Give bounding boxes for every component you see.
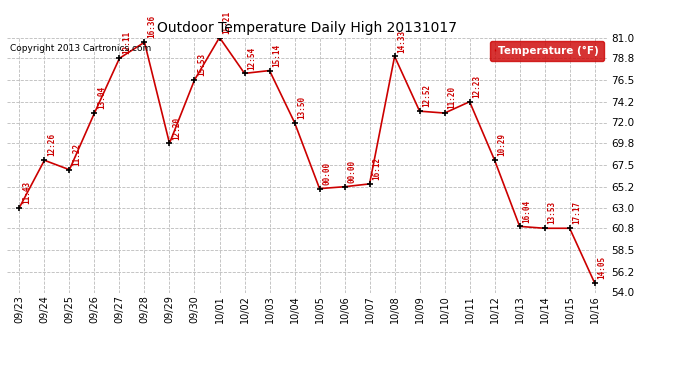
Text: 10:29: 10:29 — [497, 134, 506, 156]
Text: 00:00: 00:00 — [322, 162, 331, 185]
Text: 15:21: 15:21 — [222, 10, 231, 34]
Text: 16:36: 16:36 — [147, 15, 156, 39]
Text: 12:26: 12:26 — [47, 134, 56, 156]
Text: 12:52: 12:52 — [422, 84, 431, 107]
Text: 13:53: 13:53 — [547, 201, 556, 225]
Text: 12:23: 12:23 — [472, 75, 481, 98]
Text: 12:20: 12:20 — [172, 116, 181, 140]
Text: Copyright 2013 Cartronics.com: Copyright 2013 Cartronics.com — [10, 44, 151, 53]
Text: 12:54: 12:54 — [247, 46, 256, 70]
Legend: Temperature (°F): Temperature (°F) — [490, 40, 604, 61]
Text: 15:53: 15:53 — [197, 53, 206, 76]
Text: 11:22: 11:22 — [72, 143, 81, 166]
Text: 17:17: 17:17 — [572, 201, 581, 225]
Text: 16:04: 16:04 — [522, 200, 531, 223]
Text: 13:04: 13:04 — [97, 86, 106, 109]
Text: 12:11: 12:11 — [122, 32, 131, 54]
Text: 11:20: 11:20 — [447, 86, 456, 109]
Text: 14:33: 14:33 — [397, 30, 406, 52]
Text: 11:43: 11:43 — [22, 181, 31, 204]
Text: 14:05: 14:05 — [598, 256, 607, 279]
Title: Outdoor Temperature Daily High 20131017: Outdoor Temperature Daily High 20131017 — [157, 21, 457, 35]
Text: 15:14: 15:14 — [272, 44, 281, 67]
Text: 16:12: 16:12 — [372, 157, 381, 180]
Text: 13:50: 13:50 — [297, 96, 306, 119]
Text: 00:00: 00:00 — [347, 160, 356, 183]
